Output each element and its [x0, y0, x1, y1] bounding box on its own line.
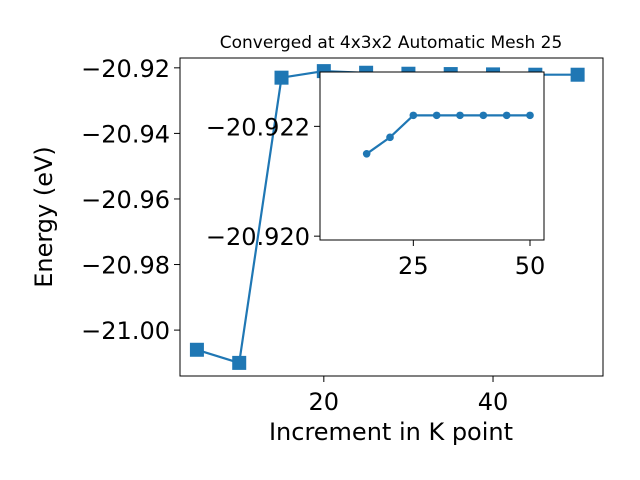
data-point — [386, 133, 394, 142]
data-point — [362, 150, 371, 158]
y-tick-label: −20.96 — [81, 186, 170, 214]
data-point — [570, 67, 585, 82]
inset-axes: 25 50 −20.922 −20.920 — [206, 71, 545, 280]
inset-series — [362, 111, 534, 158]
y-tick-label: −20.92 — [81, 55, 170, 83]
x-tick-label: 50 — [515, 252, 546, 280]
chart-title: Converged at 4x3x2 Automatic Mesh 25 — [220, 33, 563, 53]
data-point — [526, 111, 534, 120]
y-tick-label: −21.00 — [81, 317, 170, 345]
x-tick-label: 40 — [478, 388, 509, 416]
y-tick-label: −20.922 — [206, 113, 310, 141]
inset-x-ticks: 25 50 — [398, 240, 545, 280]
inset-plot-frame — [319, 71, 545, 241]
data-point — [274, 70, 289, 85]
data-point — [502, 111, 511, 120]
data-point — [189, 342, 204, 357]
data-point — [456, 111, 464, 120]
x-tick-label: 25 — [398, 252, 429, 280]
x-tick-label: 20 — [309, 388, 340, 416]
data-point — [232, 355, 247, 370]
x-axis-label: Increment in K point — [269, 418, 513, 446]
main-x-ticks: 20 40 — [309, 376, 509, 416]
y-tick-label: −20.920 — [206, 223, 310, 251]
inset-y-ticks: −20.922 −20.920 — [206, 113, 320, 251]
data-point — [479, 111, 488, 120]
y-axis-label: Energy (eV) — [30, 146, 58, 288]
y-tick-label: −20.98 — [81, 252, 170, 280]
series-line — [366, 114, 530, 155]
y-tick-label: −20.94 — [81, 120, 170, 148]
data-point — [409, 111, 418, 120]
main-y-ticks: −20.92 −20.94 −20.96 −20.98 −21.00 — [81, 55, 180, 345]
data-point — [432, 111, 441, 120]
